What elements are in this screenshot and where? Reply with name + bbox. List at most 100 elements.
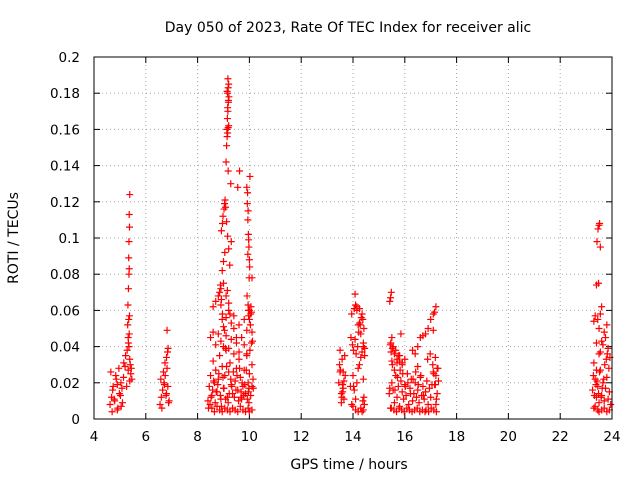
data-point xyxy=(388,334,396,342)
y-tick-label: 0.04 xyxy=(50,340,80,356)
data-point xyxy=(225,122,233,130)
data-point xyxy=(120,359,128,367)
data-point xyxy=(424,401,432,409)
y-tick-label: 0.06 xyxy=(50,303,80,319)
data-point xyxy=(590,317,598,325)
data-point xyxy=(244,250,252,258)
data-point xyxy=(160,381,168,389)
data-point xyxy=(221,248,229,256)
data-point xyxy=(358,348,366,356)
data-point xyxy=(226,261,234,269)
data-point xyxy=(227,238,235,246)
data-point xyxy=(163,353,171,361)
data-point xyxy=(594,225,602,233)
data-point xyxy=(210,408,218,416)
data-point xyxy=(248,361,256,369)
data-point xyxy=(361,352,369,360)
data-point xyxy=(596,220,604,228)
data-point xyxy=(235,321,243,329)
data-point xyxy=(243,326,251,334)
x-tick-label: 8 xyxy=(193,429,202,445)
data-point xyxy=(360,393,368,401)
data-point xyxy=(234,183,242,191)
x-axis-label: GPS time / hours xyxy=(290,457,407,473)
data-point xyxy=(214,292,222,300)
data-point xyxy=(125,254,133,262)
data-point xyxy=(593,238,601,246)
data-point xyxy=(387,288,395,296)
data-point xyxy=(235,397,243,405)
data-point xyxy=(605,364,613,372)
data-point xyxy=(595,399,603,407)
y-tick-label: 0.16 xyxy=(50,122,80,138)
data-point xyxy=(217,296,225,304)
data-point xyxy=(224,399,232,407)
data-point xyxy=(401,382,409,390)
data-point xyxy=(592,339,600,347)
data-point xyxy=(402,391,410,399)
data-point xyxy=(118,399,126,407)
data-point xyxy=(349,402,357,410)
data-point xyxy=(604,395,612,403)
data-point xyxy=(245,399,253,407)
data-point xyxy=(125,315,133,323)
data-point xyxy=(106,401,114,409)
data-point xyxy=(108,408,116,416)
data-point xyxy=(414,381,422,389)
data-point xyxy=(220,323,227,331)
data-point xyxy=(429,326,437,334)
data-point xyxy=(412,393,420,401)
data-point xyxy=(243,183,251,191)
data-point xyxy=(158,404,166,412)
data-point xyxy=(595,350,603,358)
data-point xyxy=(359,343,367,351)
data-point xyxy=(122,352,130,360)
data-point xyxy=(607,401,615,409)
data-point xyxy=(359,315,367,323)
data-point xyxy=(222,203,230,211)
data-point xyxy=(243,292,251,300)
data-point xyxy=(226,310,234,318)
data-point xyxy=(416,334,424,342)
data-point xyxy=(225,245,233,253)
data-point xyxy=(404,379,412,387)
data-point xyxy=(242,408,250,416)
data-point xyxy=(218,310,226,318)
data-point xyxy=(123,382,131,390)
data-point xyxy=(161,372,169,380)
data-point xyxy=(400,408,408,416)
data-point xyxy=(390,399,398,407)
x-tick-label: 12 xyxy=(293,429,310,445)
data-point xyxy=(414,343,422,351)
data-point xyxy=(595,390,603,398)
data-point xyxy=(232,386,240,394)
data-point xyxy=(340,377,348,385)
data-point xyxy=(590,391,598,399)
data-point xyxy=(236,167,244,175)
data-point xyxy=(599,341,607,349)
x-tick-label: 20 xyxy=(500,429,517,445)
data-point xyxy=(227,335,235,343)
data-point xyxy=(339,368,347,376)
data-point xyxy=(107,368,115,376)
x-tick-label: 14 xyxy=(344,429,361,445)
data-point xyxy=(223,87,231,95)
data-point xyxy=(164,344,172,352)
data-point xyxy=(354,408,362,416)
data-point xyxy=(352,350,360,358)
data-point xyxy=(233,372,241,380)
data-point xyxy=(350,386,358,394)
data-point xyxy=(602,355,610,363)
data-point xyxy=(335,379,343,387)
data-point xyxy=(243,350,251,358)
y-tick-label: 0.08 xyxy=(50,267,80,283)
data-point xyxy=(353,379,361,387)
data-point xyxy=(225,80,233,88)
data-point xyxy=(218,220,226,228)
data-point xyxy=(215,370,223,378)
data-point xyxy=(225,390,233,398)
data-point xyxy=(116,391,124,399)
data-point xyxy=(216,391,224,399)
y-tick-label: 0.1 xyxy=(59,231,80,247)
data-point xyxy=(219,212,227,220)
